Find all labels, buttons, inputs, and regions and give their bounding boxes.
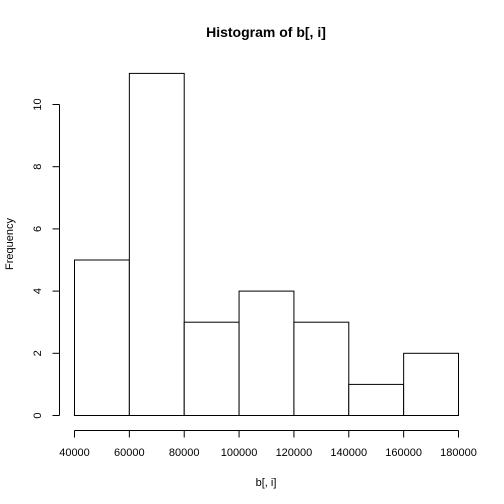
histogram-bar (128, 72, 185, 417)
y-axis: 0 2 4 6 8 10 (32, 98, 60, 419)
histogram-bar (74, 259, 130, 416)
histogram-bar (293, 321, 350, 417)
x-tick-label: 40000 (59, 447, 90, 459)
x-tick-label: 140000 (330, 447, 367, 459)
x-tick-label: 120000 (276, 447, 313, 459)
y-tick-label: 6 (32, 226, 44, 232)
x-tick-label: 80000 (169, 447, 200, 459)
y-tick-label: 2 (32, 350, 44, 356)
histogram-bar (348, 383, 405, 416)
bars-group (74, 72, 459, 417)
y-axis-label: Frequency (4, 218, 16, 270)
histogram-bar (183, 321, 240, 417)
histogram-bar (238, 290, 295, 417)
x-tick-label: 100000 (221, 447, 258, 459)
x-tick-label: 180000 (440, 447, 477, 459)
x-tick-label: 160000 (385, 447, 422, 459)
x-tick-label: 60000 (114, 447, 145, 459)
y-tick-label: 10 (32, 98, 44, 110)
y-tick-label: 4 (32, 288, 44, 294)
histogram-bar (403, 352, 459, 416)
y-tick-label: 8 (32, 164, 44, 170)
x-axis-label: b[, i] (256, 477, 277, 489)
y-tick-label: 0 (32, 412, 44, 418)
chart-title: Histogram of b[, i] (206, 24, 326, 40)
x-axis: 40000 60000 80000 100000 120000 140000 160000 1… (59, 430, 477, 459)
